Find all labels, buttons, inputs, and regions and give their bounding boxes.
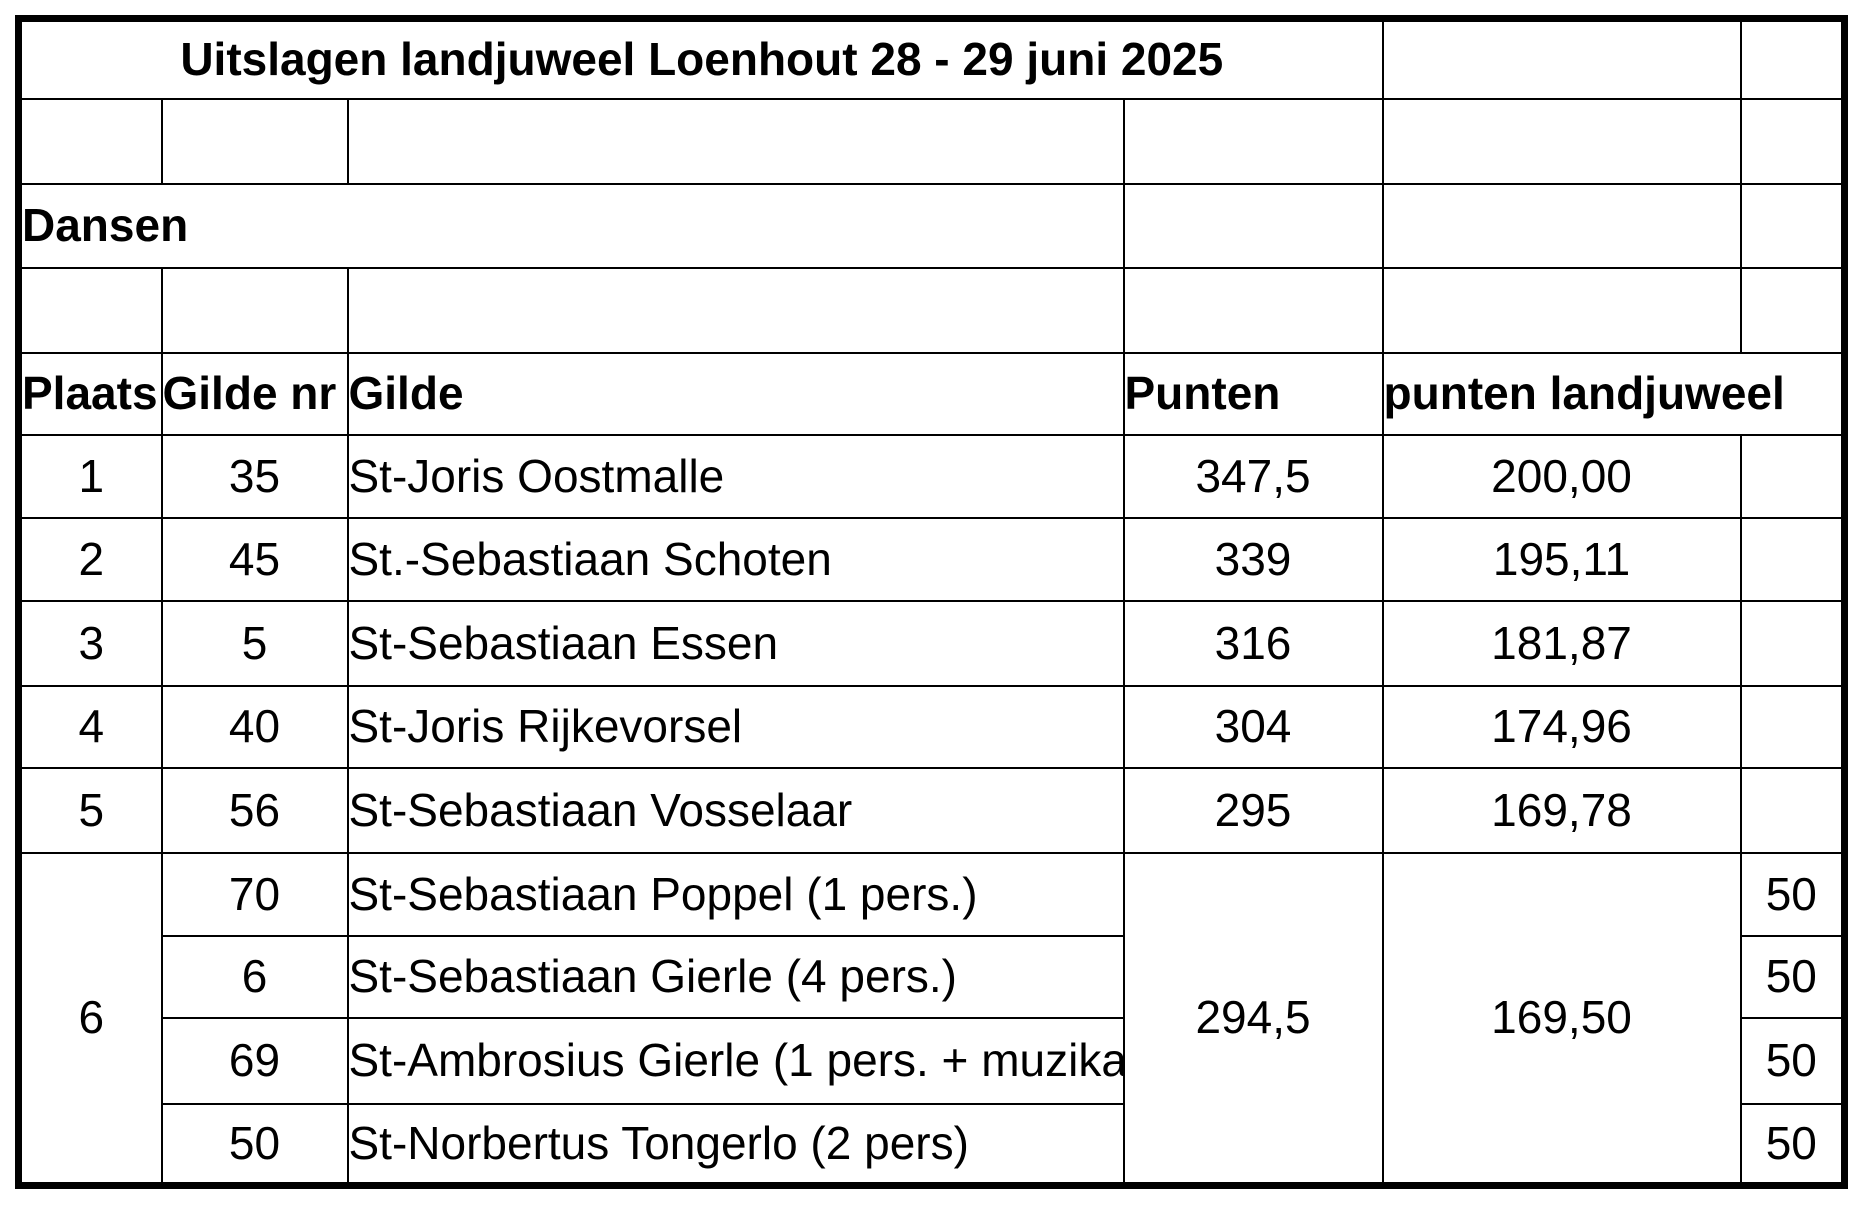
cell-punten-group: 294,5 <box>1122 851 1384 1187</box>
spacer-row <box>17 266 1846 354</box>
cell-gilde: St.-Sebastiaan Schoten <box>346 516 1125 602</box>
empty-cell <box>160 97 349 185</box>
empty-cell <box>1739 599 1846 687</box>
header-gilde: Gilde <box>346 351 1125 436</box>
cell-gilde: St-Joris Rijkevorsel <box>346 684 1125 769</box>
section-row: Dansen <box>17 182 1846 269</box>
cell-gilde-nr: 69 <box>160 1016 349 1105</box>
empty-cell <box>1739 433 1846 519</box>
empty-cell <box>1739 516 1846 602</box>
cell-gilde-nr: 45 <box>160 516 349 602</box>
cell-gilde-nr: 35 <box>160 433 349 519</box>
cell-punten: 347,5 <box>1122 433 1384 519</box>
results-table: Uitslagen landjuweel Loenhout 28 - 29 ju… <box>15 15 1849 1189</box>
cell-plaats: 2 <box>17 516 163 602</box>
cell-punten: 295 <box>1122 766 1384 854</box>
header-punten: Punten <box>1122 351 1384 436</box>
cell-extra-points: 50 <box>1739 851 1846 937</box>
empty-cell <box>1739 766 1846 854</box>
cell-punten-landjuweel: 195,11 <box>1381 516 1742 602</box>
cell-gilde-nr: 5 <box>160 599 349 687</box>
cell-plaats: 4 <box>17 684 163 769</box>
empty-cell <box>346 266 1125 354</box>
cell-plaats: 3 <box>17 599 163 687</box>
cell-gilde-nr: 50 <box>160 1102 349 1187</box>
empty-cell <box>1381 97 1742 185</box>
empty-cell <box>1739 684 1846 769</box>
cell-extra-points: 50 <box>1739 1016 1846 1105</box>
cell-gilde: St-Sebastiaan Vosselaar <box>346 766 1125 854</box>
cell-punten: 304 <box>1122 684 1384 769</box>
cell-gilde-nr: 70 <box>160 851 349 937</box>
cell-extra-points: 50 <box>1739 1102 1846 1187</box>
table-row: 3 5 St-Sebastiaan Essen 316 181,87 <box>17 599 1846 687</box>
cell-gilde: St-Sebastiaan Gierle (4 pers.) <box>346 934 1125 1019</box>
empty-cell <box>1739 97 1846 185</box>
empty-cell <box>1739 182 1846 269</box>
empty-cell <box>17 266 163 354</box>
empty-cell <box>346 97 1125 185</box>
empty-cell <box>1381 182 1742 269</box>
cell-plaats-group: 6 <box>17 851 163 1187</box>
empty-cell <box>1739 266 1846 354</box>
empty-cell <box>1381 266 1742 354</box>
cell-punten-landjuweel: 169,78 <box>1381 766 1742 854</box>
cell-gilde: St-Joris Oostmalle <box>346 433 1125 519</box>
cell-punten-landjuweel: 200,00 <box>1381 433 1742 519</box>
cell-punten: 339 <box>1122 516 1384 602</box>
header-gilde-nr: Gilde nr <box>160 351 349 436</box>
empty-cell <box>1122 97 1384 185</box>
empty-cell <box>160 266 349 354</box>
empty-cell <box>1122 266 1384 354</box>
cell-plaats: 1 <box>17 433 163 519</box>
cell-gilde-nr: 40 <box>160 684 349 769</box>
empty-cell <box>1739 17 1846 100</box>
section-dansen: Dansen <box>17 182 1125 269</box>
table-row: 69 St-Ambrosius Gierle (1 pers. + muzika… <box>19 1016 1846 1105</box>
table-row: 50 St-Norbertus Tongerlo (2 pers) 50 <box>19 1102 1846 1187</box>
cell-gilde: St-Sebastiaan Essen <box>346 599 1125 687</box>
cell-punten-landjuweel-group: 169,50 <box>1381 851 1742 1187</box>
cell-plaats: 5 <box>17 766 163 854</box>
empty-cell <box>17 97 163 185</box>
table-row: 5 56 St-Sebastiaan Vosselaar 295 169,78 <box>17 766 1846 854</box>
table-title: Uitslagen landjuweel Loenhout 28 - 29 ju… <box>17 17 1384 100</box>
empty-cell <box>1122 182 1384 269</box>
cell-punten-landjuweel: 181,87 <box>1381 599 1742 687</box>
table-row: 2 45 St.-Sebastiaan Schoten 339 195,11 <box>17 516 1846 602</box>
table-row: 4 40 St-Joris Rijkevorsel 304 174,96 <box>17 684 1846 769</box>
header-plaats: Plaats <box>17 351 163 436</box>
table-row: 6 St-Sebastiaan Gierle (4 pers.) 50 <box>19 934 1846 1019</box>
spacer-row <box>17 97 1846 185</box>
header-punten-landjuweel: punten landjuweel <box>1381 351 1846 436</box>
cell-punten: 316 <box>1122 599 1384 687</box>
cell-gilde-clipped: St-Ambrosius Gierle (1 pers. + muzikan <box>346 1016 1125 1105</box>
cell-gilde-nr: 56 <box>160 766 349 854</box>
table-row: 1 35 St-Joris Oostmalle 347,5 200,00 <box>17 433 1846 519</box>
title-row: Uitslagen landjuweel Loenhout 28 - 29 ju… <box>17 17 1846 100</box>
cell-punten-landjuweel: 174,96 <box>1381 684 1742 769</box>
header-row: Plaats Gilde nr Gilde Punten punten land… <box>17 351 1846 436</box>
table-row: 6 70 St-Sebastiaan Poppel (1 pers.) 294,… <box>17 851 1846 1187</box>
cell-extra-points: 50 <box>1739 934 1846 1019</box>
cell-gilde: St-Norbertus Tongerlo (2 pers) <box>346 1102 1125 1187</box>
cell-gilde-nr: 6 <box>160 934 349 1019</box>
cell-gilde: St-Sebastiaan Poppel (1 pers.) <box>346 851 1125 937</box>
empty-cell <box>1381 17 1742 100</box>
